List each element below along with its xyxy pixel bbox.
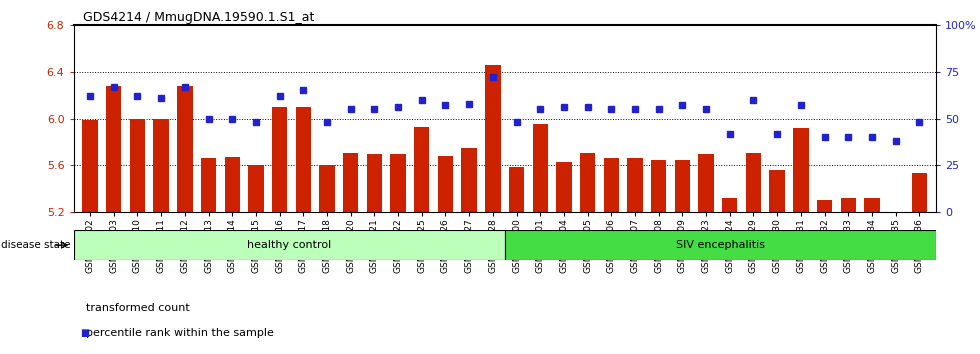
Text: percentile rank within the sample: percentile rank within the sample bbox=[86, 328, 274, 338]
Bar bbox=[746, 153, 761, 212]
Bar bbox=[438, 156, 453, 212]
Bar bbox=[793, 128, 808, 212]
Bar bbox=[532, 125, 548, 212]
Bar bbox=[177, 86, 192, 212]
Bar bbox=[485, 65, 501, 212]
Bar bbox=[911, 172, 927, 212]
Bar bbox=[367, 154, 382, 212]
Bar bbox=[415, 127, 429, 212]
Bar bbox=[201, 159, 217, 212]
Bar bbox=[841, 198, 856, 212]
Bar bbox=[557, 162, 571, 212]
Bar bbox=[651, 160, 666, 212]
Bar bbox=[82, 120, 98, 212]
Text: ■: ■ bbox=[80, 328, 89, 338]
Bar bbox=[509, 167, 524, 212]
Bar bbox=[699, 154, 713, 212]
Bar bbox=[722, 198, 738, 212]
Bar bbox=[817, 200, 832, 212]
Bar bbox=[580, 153, 595, 212]
Bar bbox=[154, 119, 169, 212]
Bar bbox=[319, 166, 335, 212]
Bar bbox=[343, 153, 359, 212]
Bar bbox=[604, 159, 619, 212]
Bar bbox=[864, 198, 880, 212]
Bar bbox=[248, 166, 264, 212]
Bar bbox=[296, 107, 311, 212]
Text: GDS4214 / MmugDNA.19590.1.S1_at: GDS4214 / MmugDNA.19590.1.S1_at bbox=[83, 11, 315, 24]
Bar bbox=[462, 148, 477, 212]
Bar bbox=[74, 230, 505, 260]
Text: healthy control: healthy control bbox=[247, 240, 331, 250]
Bar bbox=[129, 119, 145, 212]
Bar bbox=[674, 160, 690, 212]
Bar bbox=[271, 107, 287, 212]
Bar bbox=[224, 157, 240, 212]
Bar bbox=[106, 86, 122, 212]
Text: transformed count: transformed count bbox=[86, 303, 190, 313]
Text: disease state: disease state bbox=[1, 240, 71, 250]
Bar bbox=[769, 170, 785, 212]
Bar bbox=[390, 154, 406, 212]
Bar bbox=[505, 230, 936, 260]
Bar bbox=[627, 159, 643, 212]
Text: SIV encephalitis: SIV encephalitis bbox=[676, 240, 764, 250]
